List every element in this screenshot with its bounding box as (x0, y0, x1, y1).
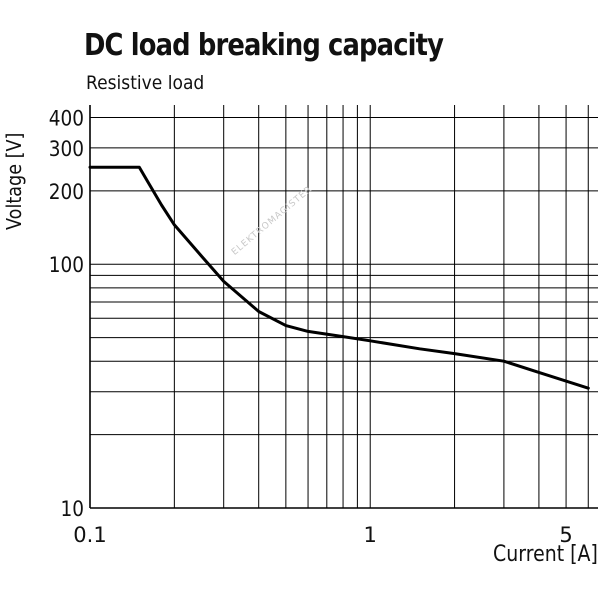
x-tick-label: 0.1 (73, 523, 106, 547)
y-tick-label: 10 (60, 497, 84, 521)
y-tick-label: 100 (49, 253, 84, 277)
chart-title: DC load breaking capacity (84, 28, 444, 63)
x-tick-label: 5 (559, 523, 572, 547)
x-axis-label: Current [A] (493, 542, 598, 567)
y-tick-label: 200 (49, 180, 84, 204)
x-tick-label: 1 (364, 523, 377, 547)
chart-subtitle: Resistive load (86, 72, 205, 94)
y-tick-label: 300 (49, 137, 84, 161)
series-line (88, 165, 590, 390)
y-tick-label: 400 (49, 106, 84, 130)
